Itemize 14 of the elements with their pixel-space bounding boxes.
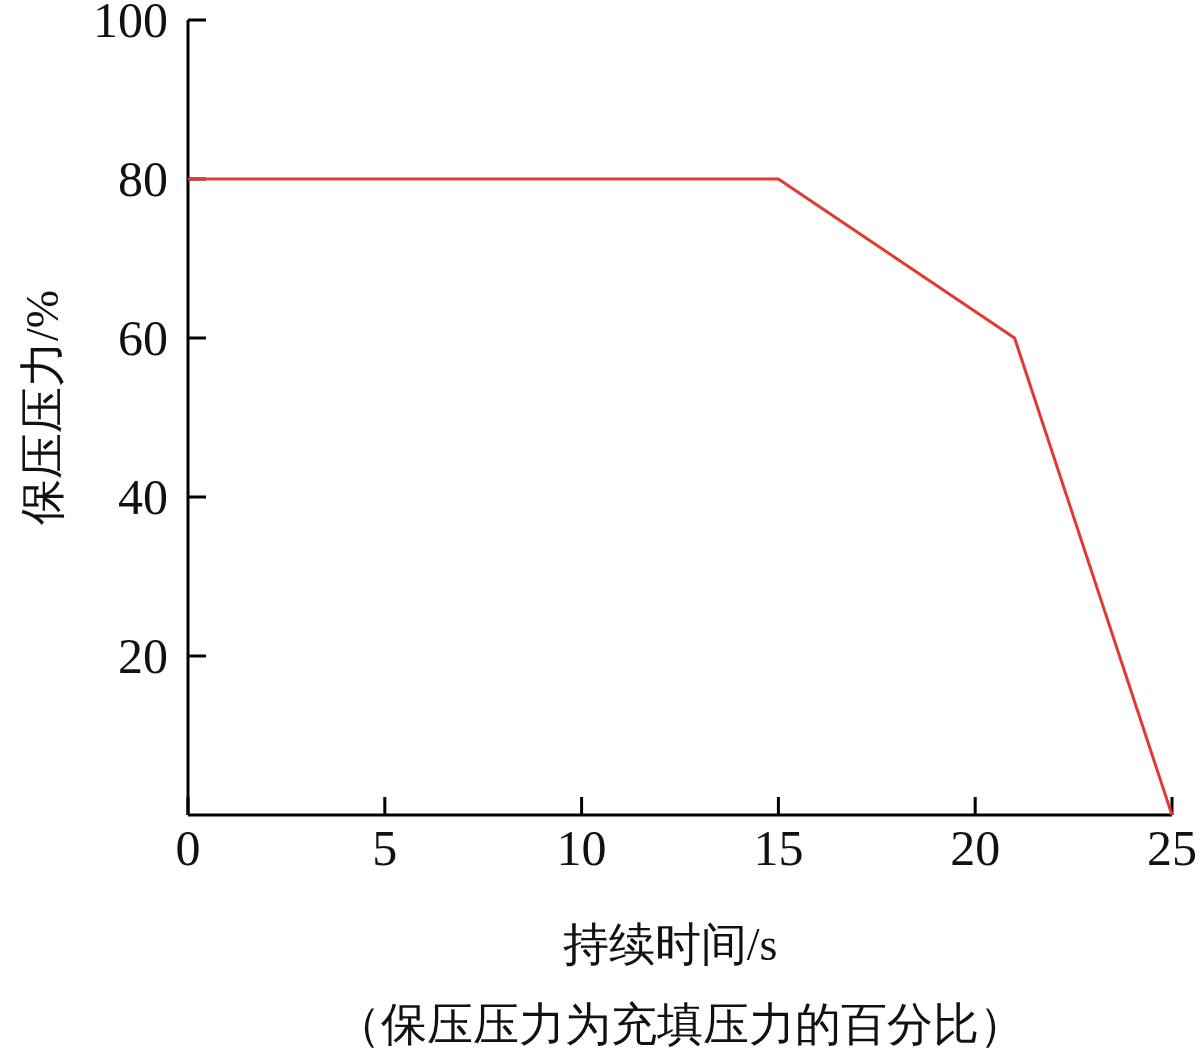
x-tick-label: 5 (372, 820, 398, 876)
x-tick-label: 15 (753, 820, 804, 876)
y-axis-title: 保压压力/% (17, 289, 68, 526)
x-tick-label: 25 (1147, 820, 1197, 876)
y-tick-label: 60 (118, 310, 168, 366)
x-tick-label: 10 (556, 820, 607, 876)
y-tick-label: 20 (118, 628, 168, 684)
x-tick-label: 0 (175, 820, 201, 876)
text: （保压压力为充填压力的百分比） (335, 999, 1025, 1050)
x-axis-title: 持续时间/s (562, 919, 778, 970)
y-tick-label: 100 (93, 0, 168, 48)
x-tick-label: 20 (950, 820, 1001, 876)
y-tick-label: 40 (118, 469, 168, 525)
y-tick-label: 80 (118, 151, 168, 207)
